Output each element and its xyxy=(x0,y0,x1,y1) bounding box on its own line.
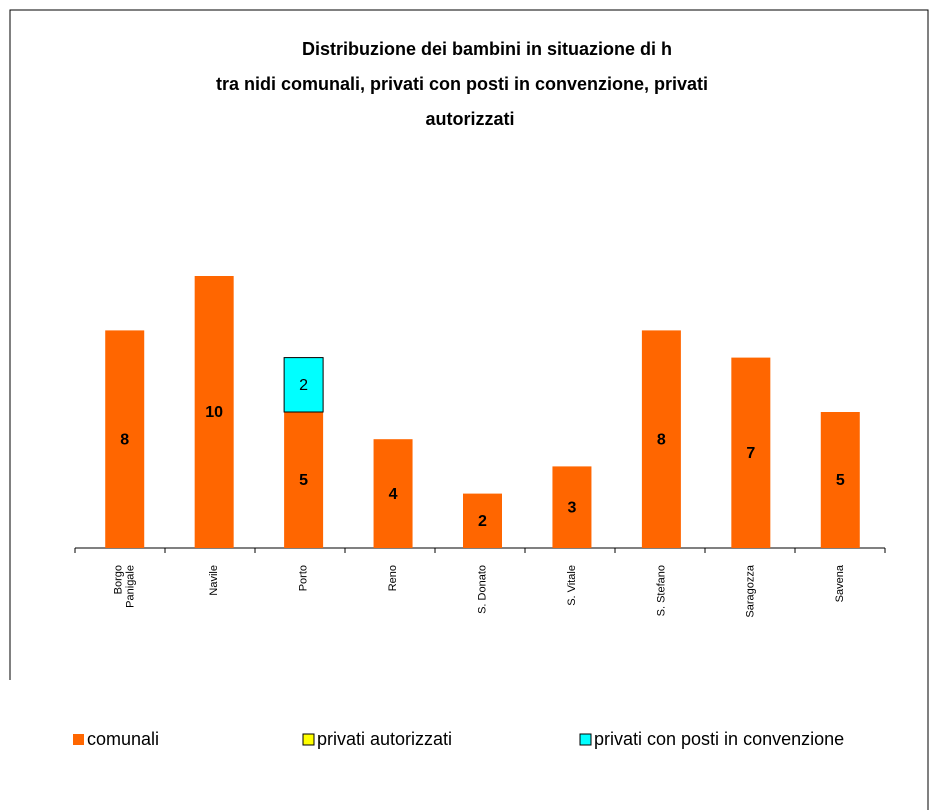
x-tick-label: Savena xyxy=(834,564,846,602)
data-label: 3 xyxy=(567,499,576,516)
x-tick-label: S. Stefano xyxy=(655,565,667,616)
data-label: 7 xyxy=(746,445,755,462)
legend-label: comunali xyxy=(87,729,159,749)
x-tick-label: BorgoPanigale xyxy=(113,565,137,608)
bar-segment xyxy=(373,439,413,548)
x-tick-label: Saragozza xyxy=(745,564,757,617)
bar-segment xyxy=(552,466,592,548)
chart-title: tra nidi comunali, privati con posti in … xyxy=(216,74,708,94)
legend-swatch xyxy=(73,734,84,745)
bar-segment xyxy=(641,330,681,548)
frame xyxy=(9,9,929,810)
data-label: 10 xyxy=(205,404,223,421)
x-tick-label: Reno xyxy=(387,565,399,591)
x-tick-label: S. Donato xyxy=(476,565,488,614)
legend-swatch xyxy=(302,733,315,746)
x-tick-label: S. Vitale xyxy=(566,565,578,606)
data-label: 5 xyxy=(299,472,308,489)
chart-title: autorizzati xyxy=(425,109,514,129)
legend-swatch xyxy=(579,733,592,746)
bar-segment xyxy=(194,276,234,548)
bar-segment xyxy=(731,357,771,548)
data-label: 8 xyxy=(120,431,129,448)
bar-segment xyxy=(820,412,860,548)
data-label: 5 xyxy=(836,472,845,489)
data-label: 2 xyxy=(478,513,487,530)
bar-segment xyxy=(284,412,324,548)
chart-title: Distribuzione dei bambini in situazione … xyxy=(302,39,672,59)
data-label: 8 xyxy=(657,431,666,448)
legend-label: privati autorizzati xyxy=(317,729,452,749)
bar-segment xyxy=(463,493,502,548)
x-tick-label: Porto xyxy=(298,565,310,591)
legend-label: privati con posti in convenzione xyxy=(594,729,844,749)
data-label: 4 xyxy=(389,486,398,503)
bar-segment xyxy=(283,357,324,413)
bar-segment xyxy=(105,330,145,548)
data-label: 2 xyxy=(299,377,308,394)
x-tick-label: Navile xyxy=(208,565,220,596)
